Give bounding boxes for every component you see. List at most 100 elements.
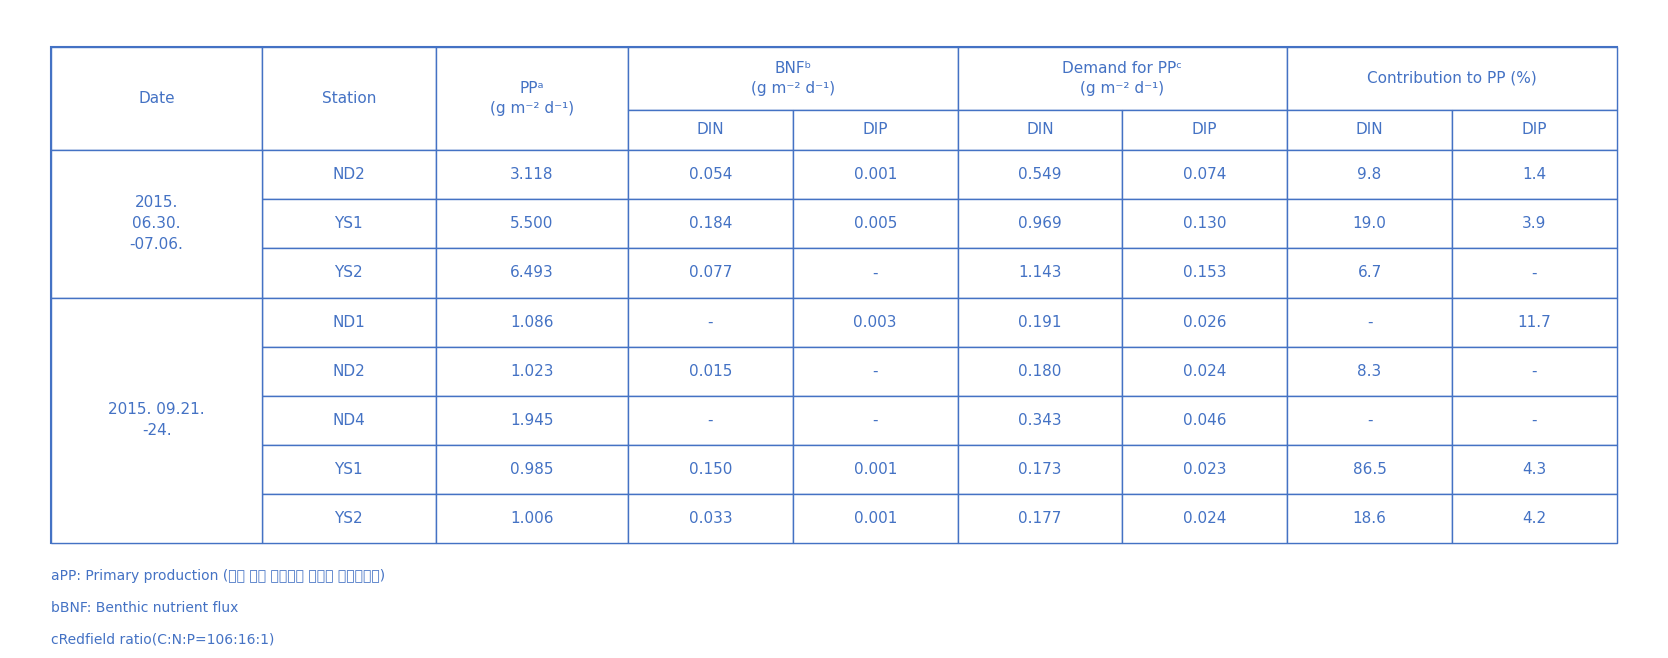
Text: Demand for PPᶜ
(g m⁻² d⁻¹): Demand for PPᶜ (g m⁻² d⁻¹) — [1063, 61, 1183, 96]
Text: 0.046: 0.046 — [1183, 413, 1226, 428]
Bar — [52, 47, 262, 150]
Text: 0.985: 0.985 — [510, 462, 554, 477]
Text: 0.180: 0.180 — [1017, 364, 1061, 379]
Text: 9.8: 9.8 — [1358, 167, 1381, 182]
Bar — [1123, 249, 1288, 297]
Bar — [1288, 445, 1451, 494]
Bar — [957, 347, 1123, 396]
Text: YS1: YS1 — [335, 216, 364, 232]
Text: 0.130: 0.130 — [1183, 216, 1226, 232]
Bar — [262, 297, 435, 347]
Text: 11.7: 11.7 — [1518, 315, 1551, 330]
Bar — [629, 297, 792, 347]
Text: 1.143: 1.143 — [1017, 265, 1063, 280]
Bar — [1451, 347, 1616, 396]
Bar — [435, 249, 629, 297]
Bar — [262, 47, 435, 150]
Text: 1.945: 1.945 — [510, 413, 554, 428]
Text: Station: Station — [322, 91, 375, 106]
Bar — [957, 150, 1123, 199]
Bar — [957, 199, 1123, 249]
Text: 0.153: 0.153 — [1183, 265, 1226, 280]
Text: -: - — [707, 413, 714, 428]
Bar — [1288, 199, 1451, 249]
Bar — [262, 199, 435, 249]
Text: DIP: DIP — [1521, 122, 1546, 138]
Text: 0.024: 0.024 — [1183, 511, 1226, 526]
Bar — [629, 199, 792, 249]
Text: YS1: YS1 — [335, 462, 364, 477]
Bar — [262, 150, 435, 199]
Text: 2015.
06.30.
-07.06.: 2015. 06.30. -07.06. — [130, 195, 183, 252]
Text: -: - — [1366, 315, 1373, 330]
Bar — [262, 494, 435, 544]
Bar — [435, 199, 629, 249]
Text: Contribution to PP (%): Contribution to PP (%) — [1368, 71, 1536, 86]
Text: 8.3: 8.3 — [1358, 364, 1381, 379]
Text: 0.023: 0.023 — [1183, 462, 1226, 477]
Bar — [957, 249, 1123, 297]
Text: 0.969: 0.969 — [1017, 216, 1063, 232]
Text: 0.005: 0.005 — [854, 216, 897, 232]
Text: ND2: ND2 — [332, 167, 365, 182]
Text: 0.343: 0.343 — [1017, 413, 1063, 428]
Bar — [435, 150, 629, 199]
Text: 4.3: 4.3 — [1523, 462, 1546, 477]
Bar — [792, 199, 957, 249]
Bar — [435, 47, 629, 150]
Text: 0.191: 0.191 — [1017, 315, 1063, 330]
Bar — [957, 109, 1123, 150]
Bar — [792, 150, 957, 199]
Text: 0.074: 0.074 — [1183, 167, 1226, 182]
Bar — [792, 494, 957, 544]
Text: -: - — [872, 265, 877, 280]
Text: 19.0: 19.0 — [1353, 216, 1386, 232]
Text: -: - — [1531, 413, 1536, 428]
Bar — [957, 47, 1288, 109]
Bar — [1288, 347, 1451, 396]
Bar — [435, 445, 629, 494]
Bar — [1288, 150, 1451, 199]
Bar — [52, 47, 1616, 544]
Bar — [1123, 445, 1288, 494]
Bar — [262, 396, 435, 445]
Text: 0.024: 0.024 — [1183, 364, 1226, 379]
Bar — [1451, 494, 1616, 544]
Text: 0.015: 0.015 — [689, 364, 732, 379]
Text: 0.549: 0.549 — [1017, 167, 1063, 182]
Text: 0.026: 0.026 — [1183, 315, 1226, 330]
Text: bBNF: Benthic nutrient flux: bBNF: Benthic nutrient flux — [52, 601, 239, 615]
Text: 6.7: 6.7 — [1358, 265, 1381, 280]
Bar — [792, 396, 957, 445]
Bar — [1451, 249, 1616, 297]
Text: 0.054: 0.054 — [689, 167, 732, 182]
Text: 3.118: 3.118 — [510, 167, 554, 182]
Bar — [629, 150, 792, 199]
Bar — [792, 109, 957, 150]
Text: 1.023: 1.023 — [510, 364, 554, 379]
Text: 0.001: 0.001 — [854, 511, 897, 526]
Text: 0.173: 0.173 — [1017, 462, 1063, 477]
Bar — [1288, 494, 1451, 544]
Bar — [1288, 396, 1451, 445]
Text: 5.500: 5.500 — [510, 216, 554, 232]
Bar — [629, 47, 957, 109]
Text: -: - — [1366, 413, 1373, 428]
Text: cRedfield ratio(C:N:P=106:16:1): cRedfield ratio(C:N:P=106:16:1) — [52, 632, 275, 646]
Bar — [629, 249, 792, 297]
Bar — [1451, 297, 1616, 347]
Text: DIP: DIP — [862, 122, 887, 138]
Text: -: - — [872, 413, 877, 428]
Text: 0.184: 0.184 — [689, 216, 732, 232]
Bar — [1123, 396, 1288, 445]
Bar — [957, 445, 1123, 494]
Text: YS2: YS2 — [335, 511, 364, 526]
Bar — [1123, 297, 1288, 347]
Text: DIP: DIP — [1193, 122, 1218, 138]
Text: aPP: Primary production (한달 평균 광량으로 계산한 일차생산력): aPP: Primary production (한달 평균 광량으로 계산한 … — [52, 569, 385, 584]
Bar — [262, 249, 435, 297]
Bar — [957, 297, 1123, 347]
Bar — [792, 249, 957, 297]
Bar — [1451, 445, 1616, 494]
Text: -: - — [1531, 265, 1536, 280]
